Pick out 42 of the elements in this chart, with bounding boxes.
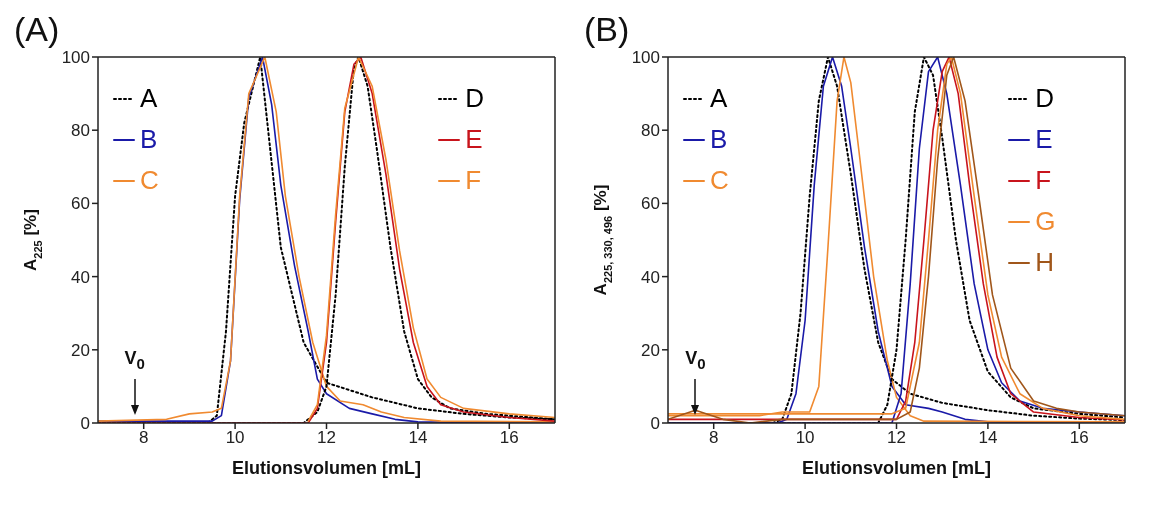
x-tick-label: 8 [708, 428, 719, 448]
x-tick-label: 16 [1069, 428, 1089, 448]
y-tick-label: 0 [80, 414, 90, 434]
x-tick-label: 14 [978, 428, 998, 448]
x-tick-label: 10 [225, 428, 245, 448]
annotation: V$_{0}$ [684, 347, 707, 374]
x-axis-title: Elutionsvolumen [mL] [232, 458, 421, 478]
legend-label: C [139, 164, 159, 197]
annotation: V$_{0}$ [123, 347, 146, 374]
legend-label: H [1035, 246, 1054, 279]
legend-label: C [709, 164, 729, 197]
x-axis-title: Elutionsvolumen [mL] [802, 458, 991, 478]
x-tick-label: 12 [887, 428, 906, 448]
legend-label: F [1035, 164, 1052, 197]
y-tick-label: 0 [650, 414, 660, 434]
y-tick-label: 60 [641, 194, 660, 214]
y-tick-label: 100 [631, 48, 660, 68]
y-tick-label: 100 [61, 48, 90, 68]
legend-label: B [709, 123, 728, 156]
x-tick-label: 10 [795, 428, 815, 448]
y-tick-label: 20 [641, 340, 660, 360]
y-tick-label: 40 [71, 267, 90, 287]
legend-label: G [1035, 205, 1056, 238]
x-tick-label: 12 [317, 428, 336, 448]
y-tick-label: 20 [71, 340, 90, 360]
y-tick-label: 40 [641, 267, 660, 287]
y-tick-label: 60 [71, 194, 90, 214]
legend-label: A [139, 82, 158, 115]
legend-label: D [465, 82, 484, 115]
x-tick-label: 14 [408, 428, 428, 448]
legend-label: E [1035, 123, 1053, 156]
chart-title: (B) [584, 10, 630, 49]
y-tick-label: 80 [641, 121, 660, 141]
legend-label: D [1035, 82, 1054, 115]
legend-label: A [709, 82, 728, 115]
y-tick-label: 80 [71, 121, 90, 141]
chart-title: (A) [14, 10, 60, 49]
legend-label: F [465, 164, 482, 197]
x-tick-label: 8 [138, 428, 149, 448]
x-tick-label: 16 [499, 428, 519, 448]
legend-label: B [139, 123, 158, 156]
legend-label: E [465, 123, 483, 156]
